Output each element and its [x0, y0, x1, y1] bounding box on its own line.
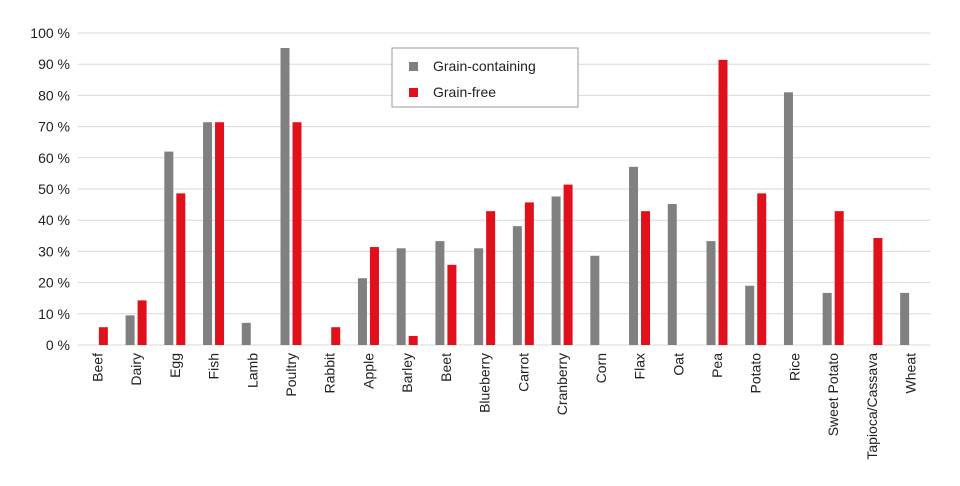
bar-grain-free-beet [447, 264, 457, 345]
legend: Grain-containing Grain-free [391, 47, 579, 108]
x-category-label: Corn [593, 353, 609, 383]
bar-grain-free-barley [408, 335, 418, 345]
bar-grain-containing-blueberry [474, 248, 484, 345]
bar-grain-containing-apple [357, 278, 367, 345]
bar-grain-containing-flax [629, 166, 639, 345]
legend-label-grain-containing: Grain-containing [433, 58, 536, 74]
x-category-label: Blueberry [477, 353, 493, 413]
legend-box [391, 47, 579, 108]
y-tick-label: 30 % [38, 243, 70, 259]
y-tick-label: 80 % [38, 87, 70, 103]
y-axis-tick-labels: 0 % 10 % 20 % 30 % 40 % 50 % 60 % 70 % 80 % 90 % 1… [30, 25, 70, 353]
bar-grain-free-pea [718, 59, 728, 345]
bar-grain-containing-carrot [512, 226, 522, 345]
bar-grain-containing-pea [706, 241, 716, 345]
y-tick-label: 20 % [38, 275, 70, 291]
x-axis-category-labels: Beef Dairy Egg Fish Lamb Poultry Rabbit Apple Ba… [89, 353, 918, 460]
bar-grain-containing-corn [590, 255, 600, 345]
x-category-label: Pea [709, 353, 725, 378]
bar-grain-containing-oat [667, 203, 677, 345]
bar-grain-free-dairy [137, 300, 147, 345]
x-category-label: Beef [89, 353, 105, 382]
bar-grain-free-potato [757, 193, 767, 345]
bar-grain-containing-egg [164, 151, 174, 345]
bar-grain-free-blueberry [486, 211, 496, 345]
y-tick-label: 50 % [38, 181, 70, 197]
bar-grain-containing-barley [396, 248, 406, 345]
x-category-label: Barley [399, 353, 415, 393]
bar-grain-containing-dairy [125, 315, 135, 345]
x-category-label: Carrot [515, 353, 531, 392]
bar-grain-containing-wheat [900, 292, 910, 345]
bars [98, 47, 910, 346]
x-category-label: Rabbit [322, 353, 338, 394]
legend-swatch-grain-free [409, 88, 418, 97]
bar-grain-containing-cranberry [551, 196, 561, 345]
y-tick-label: 100 % [30, 25, 70, 41]
bar-grain-free-egg [176, 193, 186, 345]
y-tick-label: 70 % [38, 119, 70, 135]
x-category-label: Fish [206, 353, 222, 379]
x-category-label: Cranberry [554, 353, 570, 415]
bar-grain-free-sweet-potato [834, 211, 844, 345]
y-tick-label: 90 % [38, 56, 70, 72]
x-category-label: Wheat [903, 353, 919, 394]
bar-grain-free-cranberry [563, 184, 573, 345]
bar-grain-containing-fish [203, 122, 213, 346]
bar-grain-containing-sweet-potato [822, 292, 832, 345]
x-category-label: Dairy [128, 353, 144, 386]
bar-grain-free-flax [641, 211, 651, 345]
bar-grain-containing-poultry [280, 47, 290, 345]
y-tick-label: 60 % [38, 150, 70, 166]
bar-grain-free-carrot [524, 202, 534, 345]
x-category-label: Tapioca/Cassava [864, 353, 880, 460]
y-tick-label: 0 % [46, 337, 70, 353]
x-category-label: Oat [670, 353, 686, 376]
x-category-label: Flax [632, 353, 648, 379]
bar-grain-free-beef [98, 327, 108, 345]
x-category-label: Rice [786, 353, 802, 381]
legend-swatch-grain-containing [409, 62, 418, 71]
y-tick-label: 40 % [38, 212, 70, 228]
legend-label-grain-free: Grain-free [433, 84, 496, 100]
bar-grain-free-fish [215, 122, 225, 346]
x-category-label: Lamb [244, 353, 260, 388]
bar-grain-free-rabbit [331, 327, 341, 345]
x-category-label: Poultry [283, 353, 299, 397]
x-category-label: Sweet Potato [825, 353, 841, 436]
y-tick-label: 10 % [38, 306, 70, 322]
bar-grain-free-tapioca-cassava [873, 237, 883, 345]
bar-grain-containing-beet [435, 241, 445, 345]
x-category-label: Egg [167, 353, 183, 378]
bar-grain-containing-lamb [241, 322, 251, 345]
bar-grain-containing-potato [745, 285, 755, 345]
x-category-label: Apple [360, 353, 376, 389]
bar-grain-free-poultry [292, 122, 302, 346]
x-category-label: Potato [748, 353, 764, 394]
x-category-label: Beet [438, 353, 454, 382]
bar-grain-containing-rice [783, 92, 793, 345]
bar-grain-free-apple [369, 247, 379, 345]
